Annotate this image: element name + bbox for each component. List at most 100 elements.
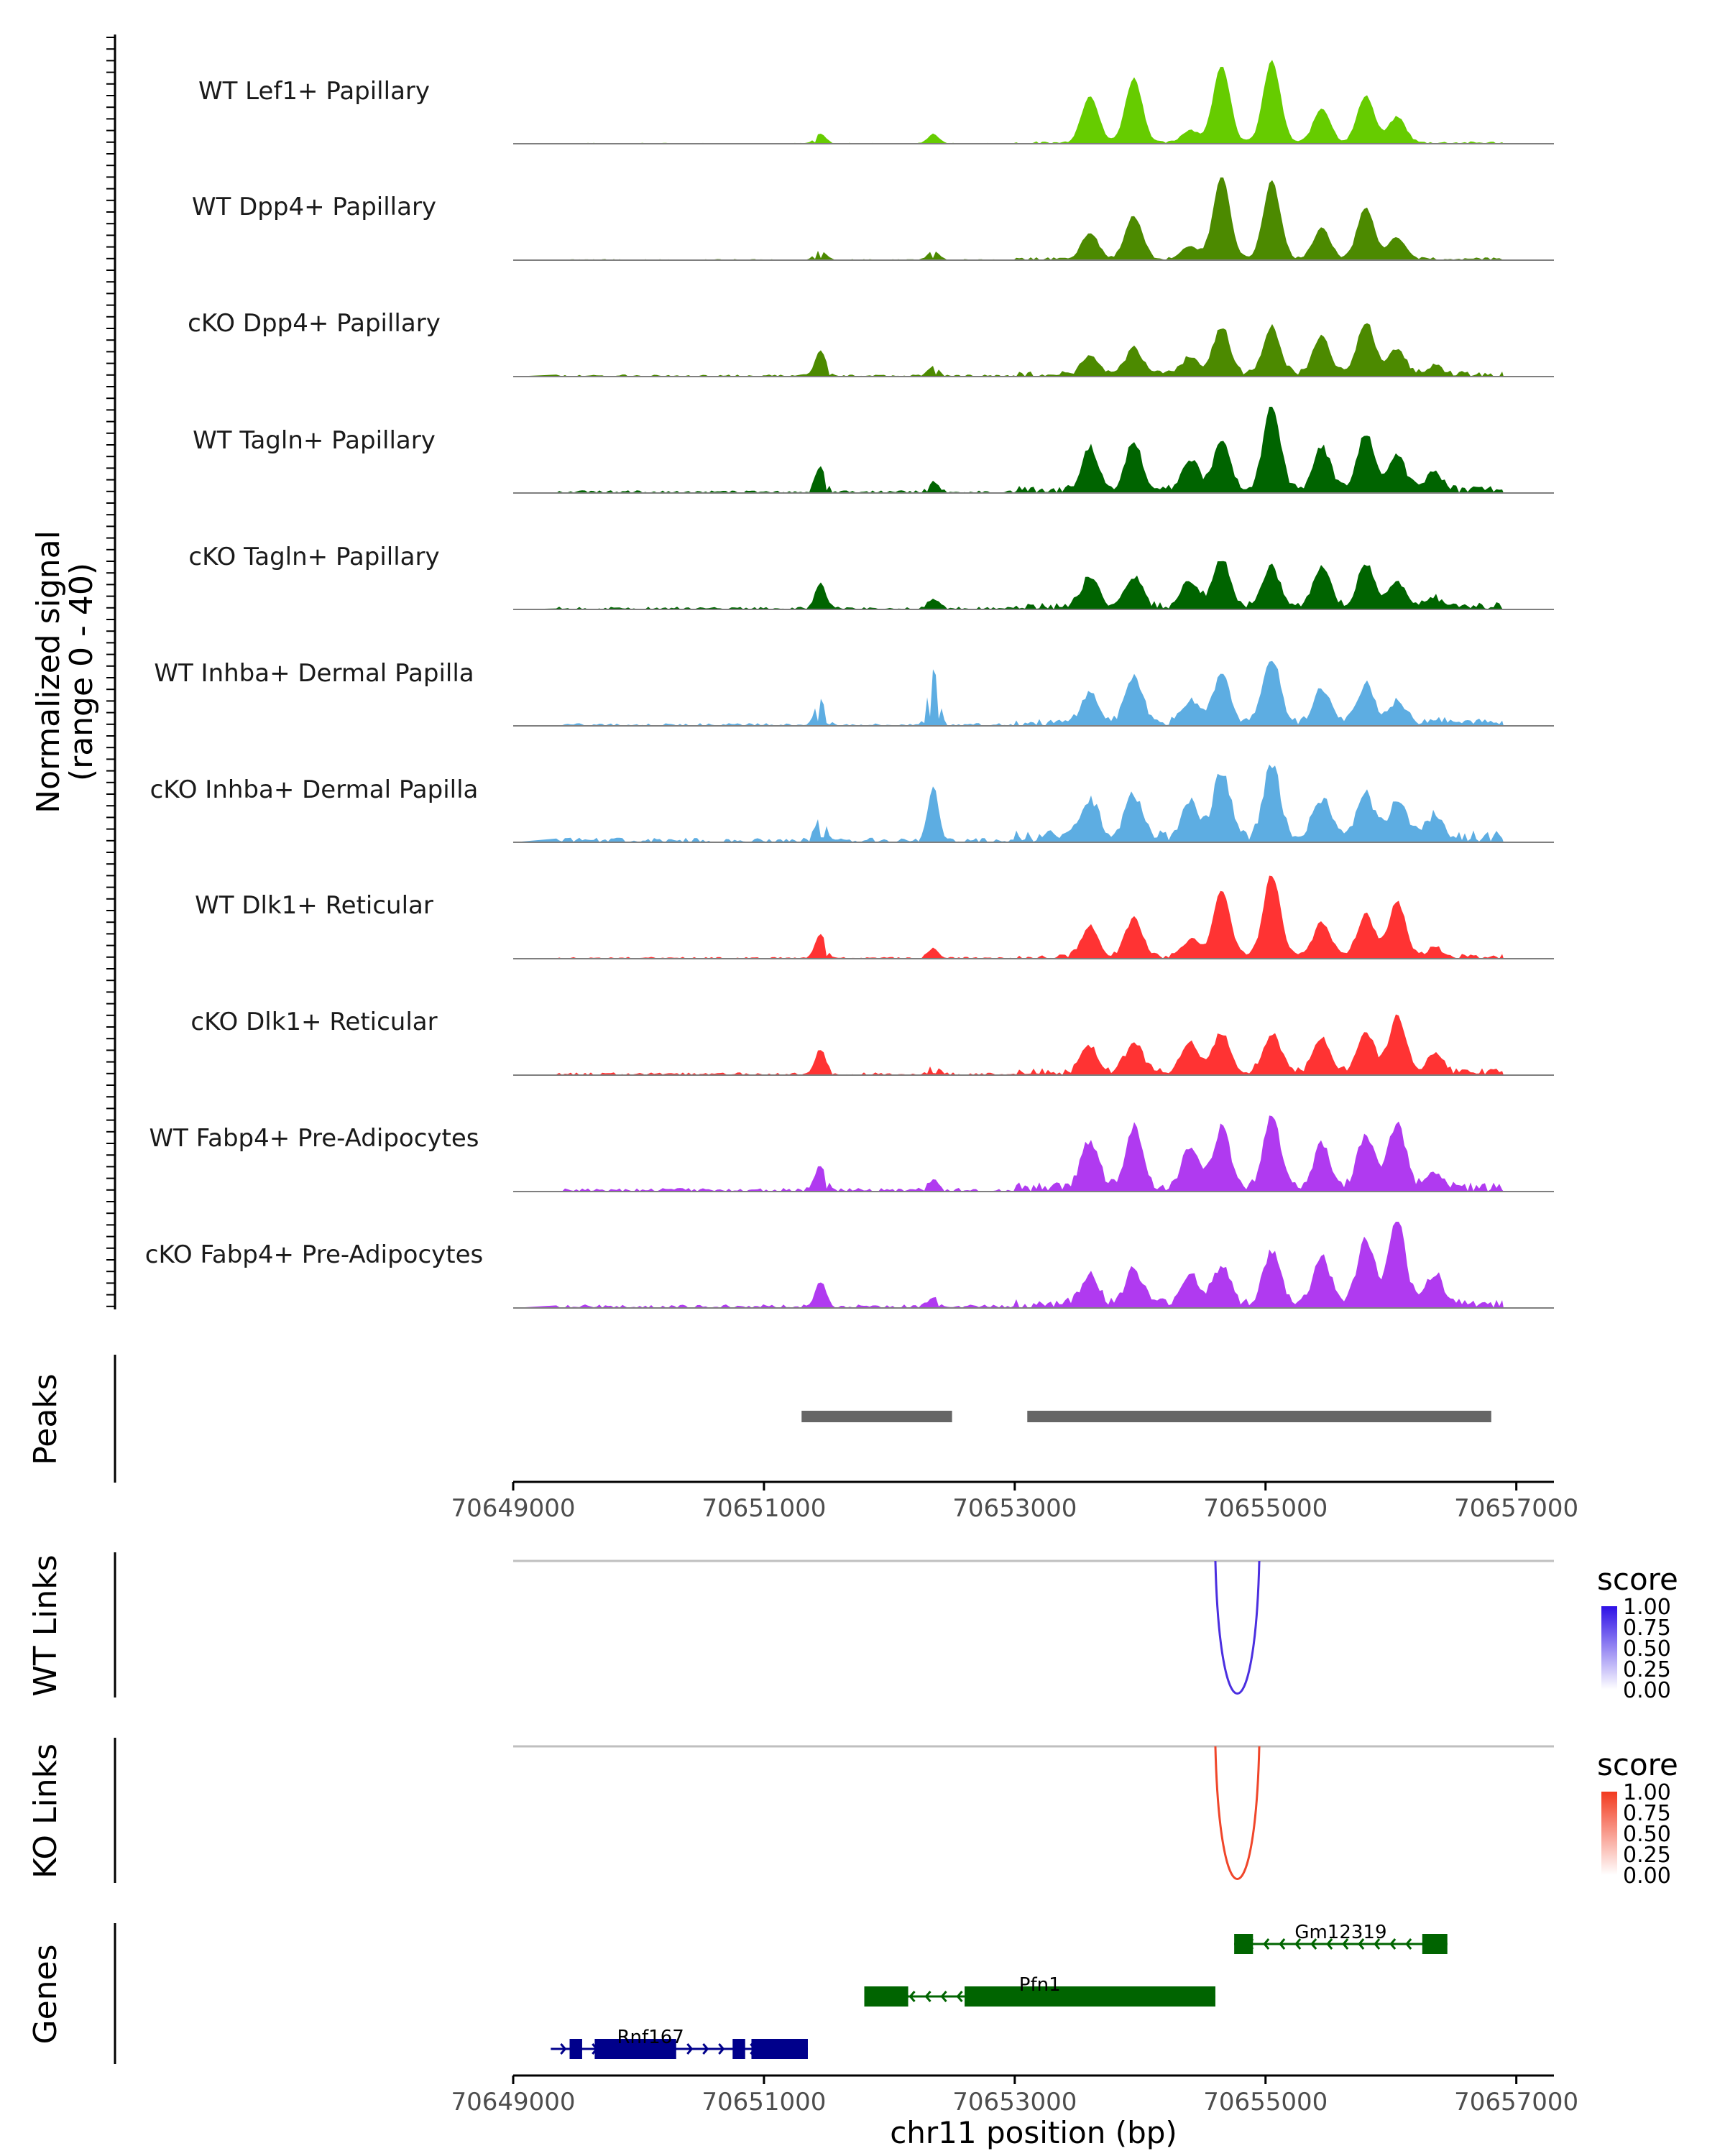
coverage-track-label: cKO Tagln+ Papillary [188,543,439,571]
wt-link-arc [1214,1560,1261,1695]
ko-links-legend: score 1.00 0.75 0.50 0.25 0.00 [1597,1747,1678,1889]
coverage-track: cKO Tagln+ Papillary [188,543,1554,610]
coverage-track: cKO Dlk1+ Reticular [190,1008,1554,1076]
strand-arrow [1263,1938,1270,1950]
gene-exon [1234,1934,1254,1954]
strand-arrow [1279,1938,1286,1950]
coverage-track-area [513,407,1504,493]
gene-exon [594,2039,676,2059]
coverage-track-label: WT Lef1+ Papillary [198,77,430,106]
strand-arrow [1294,1938,1302,1950]
strand-arrow [1389,1938,1397,1950]
wt-legend-tick: 0.00 [1623,1678,1671,1703]
coverage-track-area [513,60,1504,144]
peak-region [801,1411,952,1422]
coverage-track: WT Lef1+ Papillary [198,60,1554,144]
strand-arrow [1342,1938,1349,1950]
coverage-track-label: WT Tagln+ Papillary [193,426,436,455]
coverage-track-label: WT Dpp4+ Papillary [192,193,436,221]
gene-exon [732,2039,745,2059]
coverage-panel: Normalized signal (range 0 - 40) WT Lef1… [30,34,1554,1309]
gene-exon [864,1986,908,2007]
coverage-track: WT Dlk1+ Reticular [195,875,1554,959]
coverage-track-label: cKO Inhba+ Dermal Papilla [150,775,479,804]
coverage-track-label: WT Inhba+ Dermal Papilla [154,659,474,688]
gene-name-label: Rnf167 [617,2027,684,2048]
coverage-track-label: cKO Dpp4+ Papillary [188,309,441,338]
ko-legend-tick: 1.00 [1623,1780,1671,1805]
gene-model: Pfn1 [864,1974,1215,2007]
strand-arrow [1358,1938,1365,1950]
ko-links-panel: KO Links score 1.00 0.75 0.50 0.25 0.00 [27,1738,1678,1889]
x-axis-tick-label: 70653000 [952,2088,1077,2116]
strand-arrow [924,1991,932,2002]
coverage-track: cKO Dpp4+ Papillary [188,309,1554,377]
gene-exons [864,1986,1215,2007]
gene-exon [569,2039,582,2059]
wt-legend-tick: 0.50 [1623,1636,1671,1662]
gene-model: Gm12319 [1234,1922,1448,1954]
coverage-track: WT Tagln+ Papillary [193,407,1554,494]
gene-exons [1234,1934,1448,1954]
strand-arrow [686,2043,694,2055]
ko-legend-colorbar [1601,1792,1617,1875]
x-axis-tick-label: 70649000 [451,1494,575,1523]
strand-arrow [908,1991,916,2002]
coverage-track-area [513,1222,1504,1308]
strand-arrow [1405,1938,1412,1950]
gene-name-label: Pfn1 [1019,1974,1061,1996]
gene-name-label: Gm12319 [1294,1922,1386,1943]
peak-region [1027,1411,1491,1422]
x-axis-tick-label: 70651000 [702,2088,826,2116]
coverage-track: WT Fabp4+ Pre-Adipocytes [150,1115,1554,1192]
coverage-track-area [513,561,1504,609]
gene-exon [751,2039,808,2059]
coverage-track-area [513,323,1504,377]
strand-arrow [560,2043,567,2055]
x-axis-tick-label: 70657000 [1454,2088,1578,2116]
coverage-y-ticks [106,37,115,1307]
gene-exon [1422,1934,1448,1954]
coverage-track: WT Dpp4+ Papillary [192,177,1554,261]
strand-arrow [940,1991,947,2002]
ko-legend-tick: 0.75 [1623,1801,1671,1826]
x-axis-tick-label: 70657000 [1454,1494,1578,1523]
coverage-track-label: cKO Dlk1+ Reticular [190,1008,437,1036]
wt-links-label: WT Links [27,1554,64,1696]
wt-links-legend: score 1.00 0.75 0.50 0.25 0.00 [1597,1562,1678,1703]
ko-legend-tick: 0.00 [1623,1864,1671,1889]
x-axis-tick-label: 70651000 [702,1494,826,1523]
x-axis-tick-label: 70655000 [1203,1494,1328,1523]
coverage-track-area [513,660,1504,726]
wt-legend-tick: 0.25 [1623,1657,1671,1682]
gene-model: Rnf167 [551,2027,808,2059]
ko-legend-tick: 0.25 [1623,1843,1671,1868]
x-axis-middle: 70649000 70651000 70653000 70655000 7065… [451,1480,1578,1523]
ko-link-arc [1214,1746,1261,1881]
x-axis-tick-label: 70649000 [451,2088,575,2116]
gene-exons [569,2039,808,2059]
x-axis-title: chr11 position (bp) [890,2115,1177,2150]
coverage-track-label: cKO Fabp4+ Pre-Adipocytes [145,1240,484,1269]
peaks-panel: Peaks [27,1355,1491,1483]
x-axis-bottom: 70649000 70651000 70653000 70655000 7065… [451,2074,1578,2150]
gene-exon [965,1986,1215,2007]
coverage-track-area [513,177,1504,260]
ko-links-label: KO Links [27,1743,64,1879]
coverage-track-area [513,1014,1504,1075]
coverage-y-label-line2: (range 0 - 40) [63,563,100,781]
coverage-track: cKO Inhba+ Dermal Papilla [150,764,1554,843]
wt-legend-title: score [1597,1562,1678,1597]
ko-legend-title: score [1597,1747,1678,1782]
coverage-y-label-line1: Normalized signal [30,530,67,814]
wt-links-panel: WT Links score 1.00 0.75 0.50 0.25 0.00 [27,1552,1678,1703]
wt-legend-tick: 0.75 [1623,1616,1671,1641]
x-axis-tick-label: 70653000 [952,1494,1077,1523]
wt-legend-tick: 1.00 [1623,1595,1671,1620]
genes-label: Genes [27,1944,64,2044]
genes-panel: Genes Gm12319 Pfn1 Rnf167 [27,1922,1448,2064]
strand-arrow [1310,1938,1317,1950]
peaks-label: Peaks [27,1373,64,1465]
coverage-track-area [513,764,1504,842]
